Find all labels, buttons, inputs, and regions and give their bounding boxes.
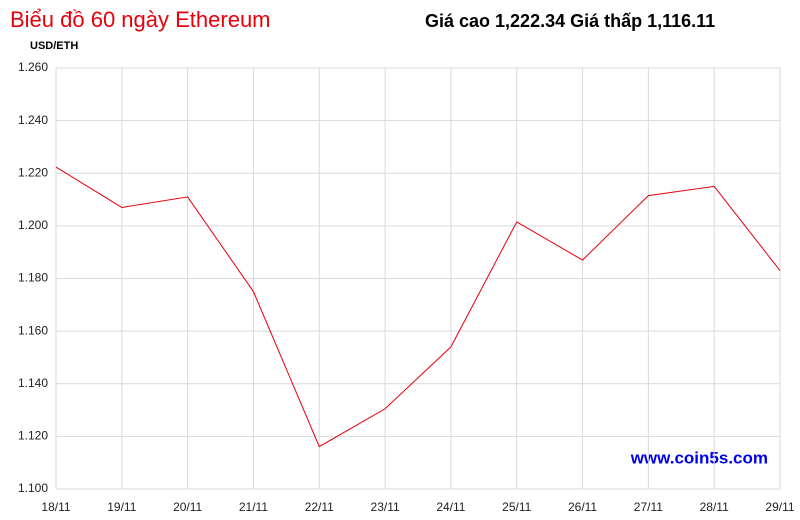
x-tick-label: 24/11: [436, 500, 465, 514]
x-tick-label: 27/11: [634, 500, 663, 514]
y-tick-label: 1.100: [18, 481, 48, 495]
y-tick-label: 1.180: [18, 271, 48, 285]
chart-title: Biểu đồ 60 ngày Ethereum: [10, 7, 271, 32]
y-tick-label: 1.200: [18, 218, 48, 232]
x-tick-label: 22/11: [305, 500, 334, 514]
x-tick-label: 28/11: [700, 500, 729, 514]
x-tick-label: 19/11: [107, 500, 136, 514]
watermark: www.coin5s.com: [630, 448, 768, 467]
x-tick-label: 26/11: [568, 500, 597, 514]
y-tick-label: 1.120: [18, 429, 48, 443]
y-tick-label: 1.260: [18, 60, 48, 74]
y-axis-label: USD/ETH: [30, 40, 78, 52]
x-tick-label: 25/11: [502, 500, 531, 514]
y-tick-label: 1.220: [18, 165, 48, 179]
price-range: Giá cao 1,222.34 Giá thấp 1,116.11: [425, 11, 715, 31]
y-tick-label: 1.160: [18, 323, 48, 337]
y-tick-label: 1.240: [18, 113, 48, 127]
x-tick-label: 21/11: [239, 500, 268, 514]
x-tick-label: 29/11: [765, 500, 794, 514]
x-tick-label: 23/11: [371, 500, 400, 514]
x-tick-label: 18/11: [41, 500, 70, 514]
x-tick-label: 20/11: [173, 500, 202, 514]
price-line: [55, 166, 781, 448]
y-tick-label: 1.140: [18, 376, 48, 390]
